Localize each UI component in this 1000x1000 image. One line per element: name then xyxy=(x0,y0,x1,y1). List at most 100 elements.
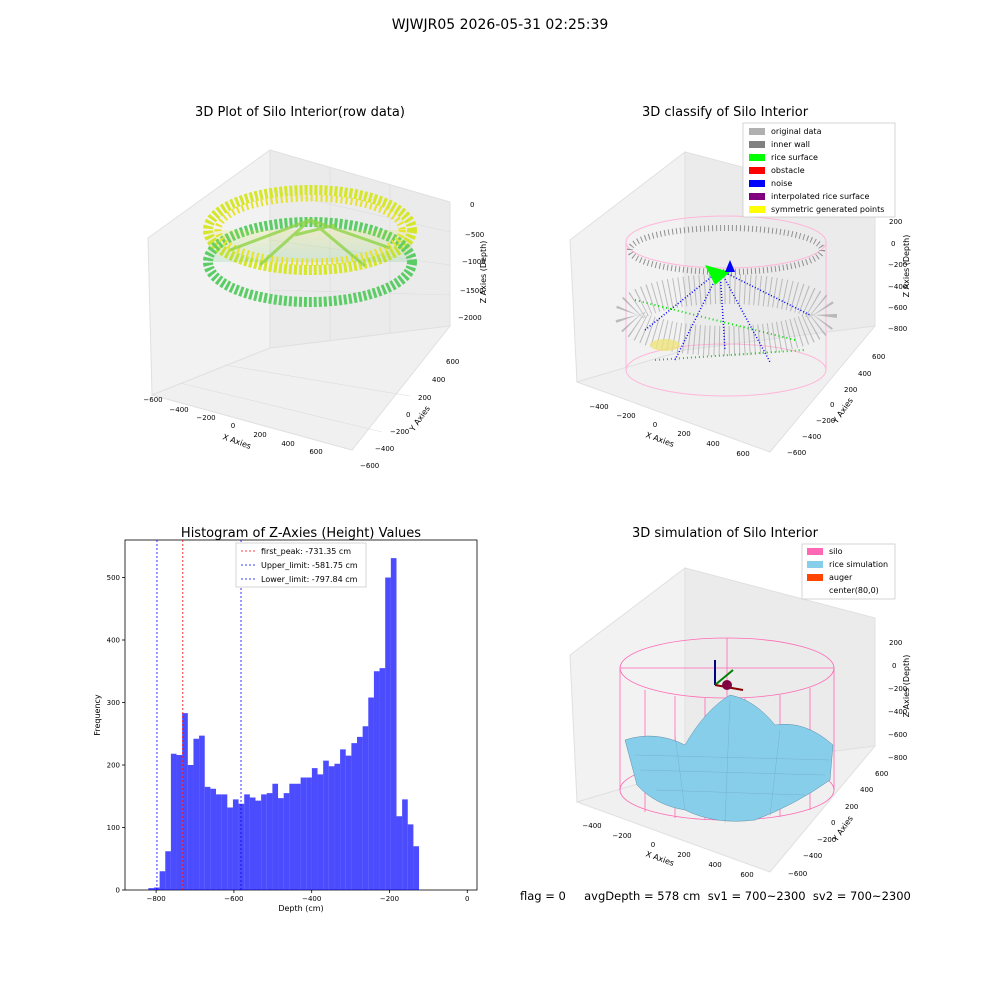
simulation-ytick: −600 xyxy=(788,870,807,878)
histogram-bar xyxy=(255,800,262,890)
simulation-3d-axes: 3D simulation of Silo Interior sil xyxy=(569,526,911,879)
classify-legend: original data inner wall rice surface ob… xyxy=(742,122,896,218)
histogram-ytick-label: 500 xyxy=(107,574,120,582)
histogram-bar xyxy=(402,799,408,890)
simulation-ytick: 200 xyxy=(845,803,858,811)
histogram-bar xyxy=(272,783,279,890)
histogram-bar xyxy=(340,749,346,890)
histogram-bar xyxy=(278,798,284,890)
simulation-ztick: 0 xyxy=(892,662,896,670)
legend-label: silo xyxy=(829,547,843,556)
classify-xtick: 400 xyxy=(706,440,719,448)
histogram-yticks: 0 100 200 300 400 500 xyxy=(107,574,125,895)
legend-label: symmetric generated points xyxy=(771,205,884,214)
simulation-legend: silo rice simulation auger center(80,0) xyxy=(801,543,896,600)
histogram-bar xyxy=(294,783,301,890)
histogram-bar xyxy=(289,783,295,890)
histogram-bar xyxy=(216,794,222,890)
raw-xtick: 200 xyxy=(253,431,266,439)
histogram-bar xyxy=(182,713,188,890)
histogram-bar xyxy=(238,803,245,890)
simulation-xtick: −400 xyxy=(582,822,601,830)
raw-ylabel: Y Axies xyxy=(407,404,432,434)
classify-zlabel: Z Axies (Depth) xyxy=(902,235,911,298)
histogram-bar xyxy=(306,777,312,890)
simulation-ztick: −200 xyxy=(888,685,907,693)
classify-panel: 3D classify of Silo Interior original da… xyxy=(555,100,930,470)
legend-swatch xyxy=(807,574,823,581)
simulation-xtick: 600 xyxy=(740,871,753,879)
histogram-bar xyxy=(204,786,211,890)
legend-swatch xyxy=(749,193,765,200)
classify-ztick: −400 xyxy=(888,283,907,291)
legend-label: first_peak: -731.35 cm xyxy=(261,547,351,556)
classify-ytick: 0 xyxy=(830,401,834,409)
histogram-bar xyxy=(311,768,318,890)
raw-ztick: −1000 xyxy=(462,258,486,266)
histogram-xtick-label: −800 xyxy=(146,895,165,903)
simulation-ytick: 0 xyxy=(831,819,835,827)
classify-ytick: 200 xyxy=(844,386,857,394)
raw-ytick: −400 xyxy=(375,445,394,453)
simulation-ytick: 400 xyxy=(860,786,873,794)
raw-floor-pane xyxy=(150,325,452,451)
histogram-legend: first_peak: -731.35 cm Upper_limit: -581… xyxy=(235,542,367,588)
histogram-bar xyxy=(244,794,250,890)
histogram-ytick-label: 0 xyxy=(116,887,120,895)
simulation-plot-title: 3D simulation of Silo Interior xyxy=(632,526,819,541)
histogram-bar xyxy=(210,788,217,890)
classify-ztick: 200 xyxy=(889,218,902,226)
histogram-ytick-label: 100 xyxy=(107,824,120,832)
histogram-bar xyxy=(357,736,363,890)
histogram-bar xyxy=(345,755,352,890)
simulation-xtick: 0 xyxy=(651,841,655,849)
histogram-ylabel: Frequency xyxy=(93,694,102,736)
simulation-ztick: −600 xyxy=(888,731,907,739)
legend-swatch xyxy=(749,141,765,148)
simulation-ytick: 600 xyxy=(875,770,888,778)
legend-label: noise xyxy=(771,179,792,188)
legend-label: center(80,0) xyxy=(829,586,879,595)
histogram-bar xyxy=(170,753,177,890)
histogram-bar xyxy=(323,760,329,890)
histogram-bar xyxy=(266,793,273,890)
legend-swatch xyxy=(749,206,765,213)
simulation-xtick: −200 xyxy=(612,832,631,840)
simulation-ztick: 200 xyxy=(889,639,902,647)
raw-ytick: 400 xyxy=(432,376,445,384)
legend-swatch xyxy=(749,167,765,174)
raw-ytick: −200 xyxy=(390,428,409,436)
histogram-bar xyxy=(379,668,386,890)
histogram-bar xyxy=(368,697,374,890)
raw-xtick: −200 xyxy=(196,414,215,422)
classify-floor-pane xyxy=(575,325,877,453)
legend-swatch xyxy=(807,548,823,555)
legend-label: inner wall xyxy=(771,140,810,149)
classify-ytick: 600 xyxy=(872,353,885,361)
simulation-ytick: −200 xyxy=(817,836,836,844)
histogram-xticks: −800 −600 −400 −200 0 xyxy=(146,890,470,903)
raw-ytick: 0 xyxy=(406,411,410,419)
simulation-panel: 3D simulation of Silo Interior sil xyxy=(555,520,930,880)
histogram-bar xyxy=(413,846,420,890)
raw-plot-title: 3D Plot of Silo Interior(row data) xyxy=(195,105,405,120)
histogram-bar xyxy=(249,797,256,890)
classify-xtick: 200 xyxy=(677,430,690,438)
raw-zlabel: Z Axies (Depth) xyxy=(479,241,488,304)
legend-label: rice simulation xyxy=(829,560,888,569)
classify-xtick: −200 xyxy=(616,412,635,420)
histogram-bar xyxy=(373,671,380,890)
raw-3d-axes: 3D Plot of Silo Interior(row data) −600 xyxy=(143,105,488,470)
classify-ztick: −200 xyxy=(888,261,907,269)
raw-xtick: −400 xyxy=(169,406,188,414)
classify-scatter-points xyxy=(615,215,837,397)
classify-xtick: −400 xyxy=(589,403,608,411)
raw-xtick: 400 xyxy=(281,440,294,448)
raw-data-panel: 3D Plot of Silo Interior(row data) −600 xyxy=(120,100,500,470)
raw-xtick: 600 xyxy=(309,448,322,456)
histogram-bar xyxy=(165,851,171,890)
legend-label: Lower_limit: -797.84 cm xyxy=(261,575,358,584)
histogram-axes: Histogram of Z-Axies (Height) Values −80… xyxy=(93,526,478,913)
histogram-bar xyxy=(334,763,341,890)
classify-3d-axes: 3D classify of Silo Interior original da… xyxy=(569,105,911,458)
